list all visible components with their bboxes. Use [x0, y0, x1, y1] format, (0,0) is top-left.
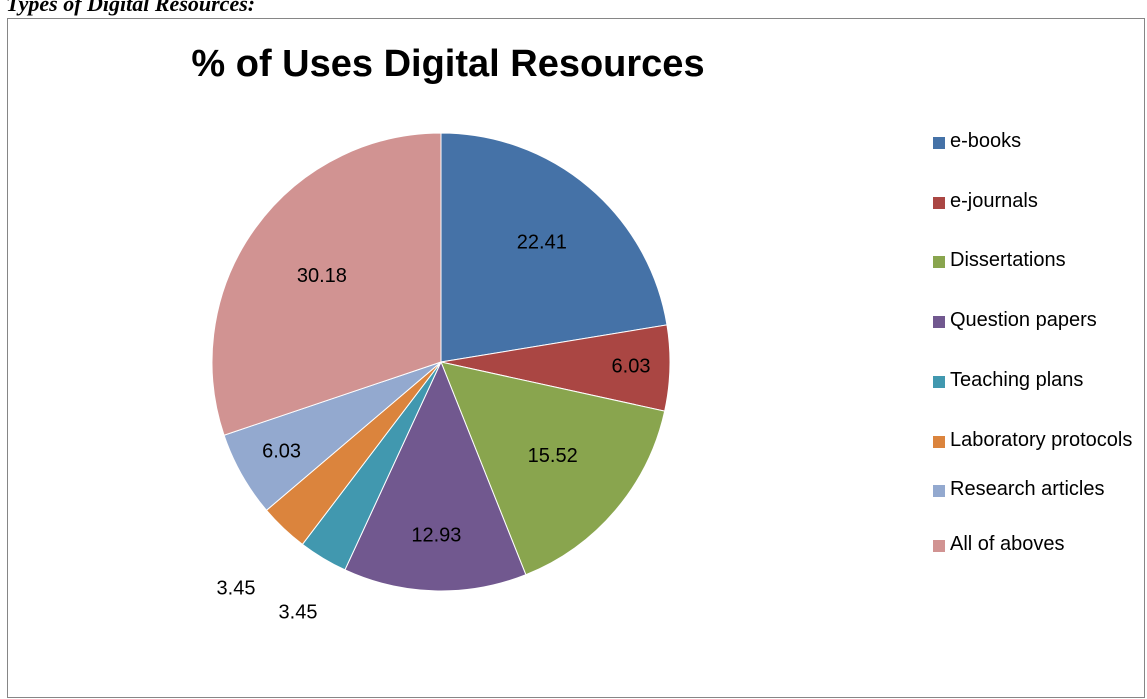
data-label-7: 6.03 — [262, 440, 301, 462]
legend-swatch-2 — [933, 197, 945, 209]
legend-swatch-8 — [933, 540, 945, 552]
pie-slice-3 — [440, 361, 666, 576]
legend-label-1: e-books — [950, 130, 1022, 152]
data-label-2: 6.03 — [612, 355, 651, 377]
chart-frame: % of Uses Digital Resources 22.41 6.03 15.… — [7, 18, 1145, 698]
legend-swatch-7 — [933, 485, 945, 497]
legend-label-5: Teaching plans — [950, 369, 1084, 391]
document-caption: Types of Digital Resources: — [6, 0, 256, 16]
legend-label-6: Laboratory protocols — [950, 429, 1133, 451]
data-label-5: 3.45 — [279, 601, 318, 623]
legend-swatch-4 — [933, 316, 945, 328]
pie-slice-4 — [344, 360, 527, 592]
legend-swatch-6 — [933, 436, 945, 448]
legend-label-8: All of aboves — [950, 533, 1065, 555]
chart-title: % of Uses Digital Resources — [191, 43, 705, 85]
data-label-6: 3.45 — [217, 577, 256, 599]
legend-swatch-1 — [933, 137, 945, 149]
data-label-8: 30.18 — [297, 265, 347, 287]
legend-swatch-3 — [933, 256, 945, 268]
legend-label-3: Dissertations — [950, 249, 1066, 271]
data-label-4: 12.93 — [411, 524, 461, 546]
legend-swatch-5 — [933, 376, 945, 388]
pie-slice-1 — [440, 132, 668, 363]
pie-chart: 22.41 6.03 15.52 12.93 3.45 3.45 6.03 30.18 — [211, 132, 671, 623]
data-label-1: 22.41 — [517, 232, 567, 254]
legend-label-4: Question papers — [950, 309, 1097, 331]
legend-label-2: e-journals — [950, 190, 1038, 212]
pie-slice-8 — [211, 132, 442, 436]
legend-label-7: Research articles — [950, 478, 1105, 500]
data-label-3: 15.52 — [528, 445, 578, 467]
